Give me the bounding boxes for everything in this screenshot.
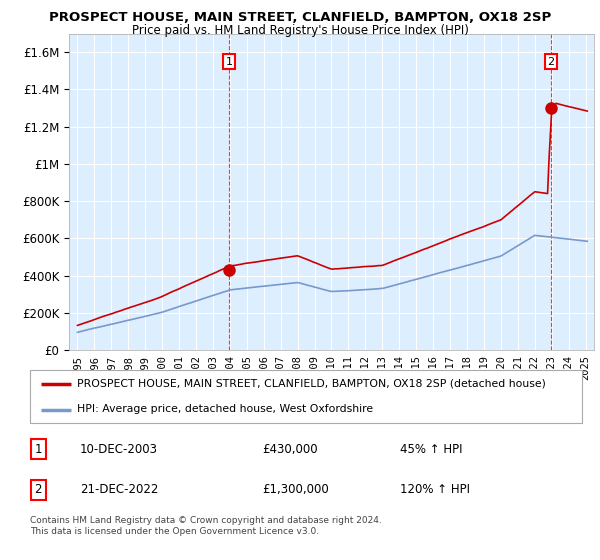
Text: £1,300,000: £1,300,000 xyxy=(262,483,329,496)
Text: 45% ↑ HPI: 45% ↑ HPI xyxy=(400,442,463,456)
FancyBboxPatch shape xyxy=(30,370,582,423)
Text: PROSPECT HOUSE, MAIN STREET, CLANFIELD, BAMPTON, OX18 2SP: PROSPECT HOUSE, MAIN STREET, CLANFIELD, … xyxy=(49,11,551,24)
Text: 2: 2 xyxy=(548,57,555,67)
Text: PROSPECT HOUSE, MAIN STREET, CLANFIELD, BAMPTON, OX18 2SP (detached house): PROSPECT HOUSE, MAIN STREET, CLANFIELD, … xyxy=(77,379,546,389)
Text: 120% ↑ HPI: 120% ↑ HPI xyxy=(400,483,470,496)
Text: 10-DEC-2003: 10-DEC-2003 xyxy=(80,442,158,456)
Text: Price paid vs. HM Land Registry's House Price Index (HPI): Price paid vs. HM Land Registry's House … xyxy=(131,24,469,37)
Text: HPI: Average price, detached house, West Oxfordshire: HPI: Average price, detached house, West… xyxy=(77,404,373,414)
Text: 1: 1 xyxy=(226,57,233,67)
Text: £430,000: £430,000 xyxy=(262,442,317,456)
Text: 1: 1 xyxy=(35,442,42,456)
Text: Contains HM Land Registry data © Crown copyright and database right 2024.
This d: Contains HM Land Registry data © Crown c… xyxy=(30,516,382,536)
Text: 21-DEC-2022: 21-DEC-2022 xyxy=(80,483,158,496)
Text: 2: 2 xyxy=(35,483,42,496)
